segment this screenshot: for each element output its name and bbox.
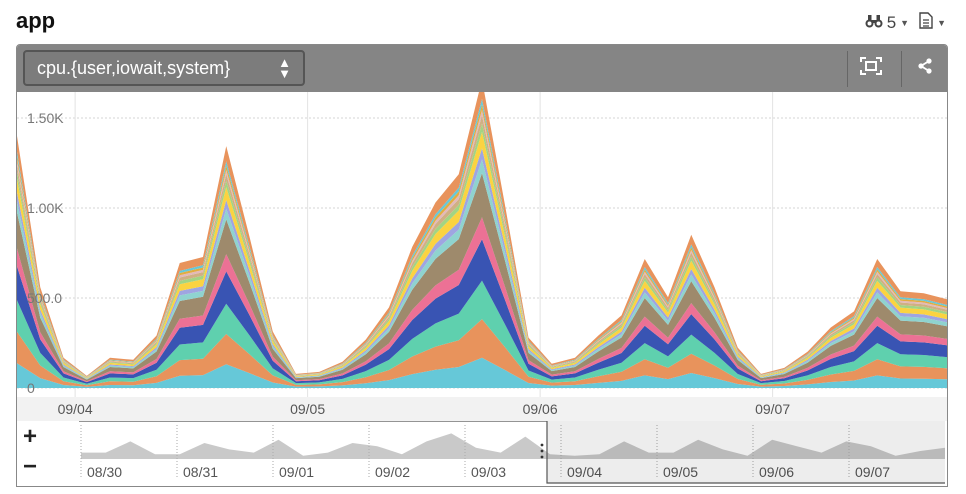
- binoculars-icon[interactable]: [865, 13, 883, 34]
- app-title: app: [16, 8, 56, 33]
- chevron-down-icon[interactable]: ▼: [900, 18, 910, 28]
- chart-series: [17, 92, 947, 388]
- overview-x-label-7: 09/06: [759, 464, 794, 480]
- x-tick-label-2: 09/06: [523, 401, 558, 417]
- x-tick-label-3: 09/07: [755, 401, 790, 417]
- document-icon[interactable]: [919, 12, 933, 34]
- series-area-s06: [17, 173, 947, 382]
- overview-x-label-1: 08/31: [183, 464, 218, 480]
- metric-select[interactable]: cpu.{user,iowait,system} ▲ ▼: [23, 50, 305, 86]
- x-axis: 09/04 09/05 09/06 09/07: [58, 401, 791, 417]
- toolbar-divider: [901, 51, 902, 87]
- stacked-area-chart[interactable]: 0 500.0 1.00K 1.50K 09/04 09/05 09/06 09/07: [17, 92, 947, 422]
- zoom-out-button[interactable]: −: [23, 453, 38, 480]
- metric-select-label: cpu.{user,iowait,system}: [37, 57, 231, 78]
- overview-x-axis: 08/30 08/31 09/01 09/02 09/03 09/04 09/05 09/06…: [80, 425, 890, 480]
- chart-toolbar: cpu.{user,iowait,system} ▲ ▼: [17, 45, 947, 92]
- overview-x-label-5: 09/04: [567, 464, 602, 480]
- header-actions: 5 ▼ ▼: [865, 12, 952, 34]
- overview-area-path: [81, 433, 945, 459]
- y-tick-label-1: 500.0: [27, 290, 62, 306]
- overview-selection: [79, 421, 945, 484]
- overview-x-label-2: 09/01: [279, 464, 314, 480]
- share-button[interactable]: [903, 45, 947, 92]
- expand-icon: [860, 57, 882, 80]
- overview-navigator[interactable]: + − 08/30 08/31 09/01 09/02 09/03 09/04 09/05 0…: [16, 421, 948, 487]
- overview-x-label-4: 09/03: [471, 464, 506, 480]
- y-axis: 0 500.0 1.00K 1.50K: [27, 110, 64, 396]
- drag-handle-icon-dot-0-0: [540, 443, 544, 447]
- x-axis-band: [17, 397, 947, 421]
- series-area-s01: [17, 357, 947, 388]
- zoom-in-button[interactable]: +: [23, 423, 38, 450]
- select-arrows-icon: ▲ ▼: [278, 55, 291, 81]
- x-tick-label-1: 09/05: [290, 401, 325, 417]
- y-tick-label-3: 1.50K: [27, 110, 64, 126]
- expand-button[interactable]: [849, 45, 893, 92]
- y-tick-label-2: 1.00K: [27, 200, 64, 216]
- drag-handle-icon-dot-0-2: [540, 455, 544, 459]
- chart-panel: cpu.{user,iowait,system} ▲ ▼ 0 500.0 1.00K 1…: [16, 44, 948, 422]
- overview-x-label-0: 08/30: [87, 464, 122, 480]
- overview-chart[interactable]: 08/30 08/31 09/01 09/02 09/03 09/04 09/05 09/06…: [17, 421, 949, 487]
- series-area-s02: [17, 319, 947, 387]
- chevron-down-icon[interactable]: ▼: [937, 18, 946, 28]
- y-tick-label-0: 0: [27, 380, 35, 396]
- overview-x-label-6: 09/05: [663, 464, 698, 480]
- binoculars-count[interactable]: 5: [886, 13, 897, 32]
- share-icon: [917, 58, 933, 79]
- series-area-s03: [17, 280, 947, 386]
- series-area-s04: [17, 239, 947, 384]
- overview-selection-range: [547, 421, 945, 483]
- overview-area: [81, 433, 945, 459]
- x-tick-label-0: 09/04: [58, 401, 93, 417]
- overview-x-label-8: 09/07: [855, 464, 890, 480]
- overview-x-label-3: 09/02: [375, 464, 410, 480]
- overview-selection-frame: [79, 421, 945, 484]
- drag-handle-icon-dot-0-1: [540, 449, 544, 453]
- toolbar-divider: [847, 51, 848, 87]
